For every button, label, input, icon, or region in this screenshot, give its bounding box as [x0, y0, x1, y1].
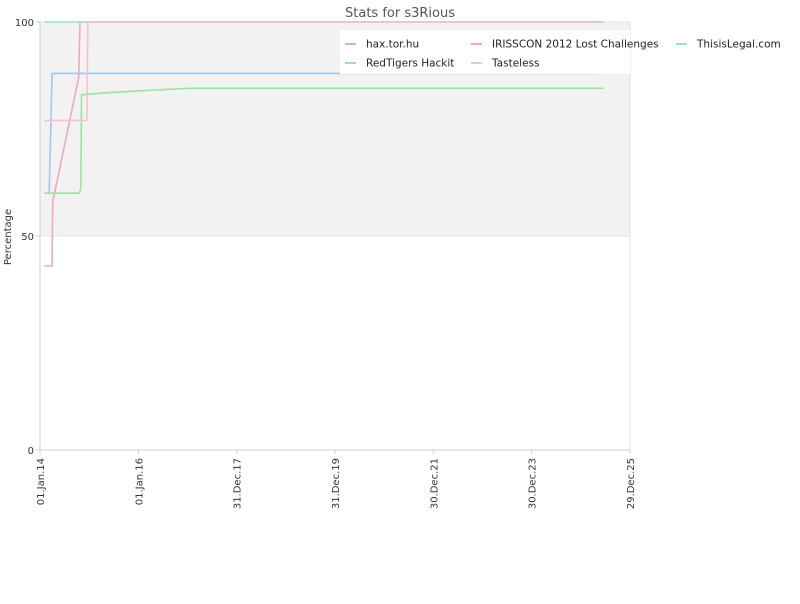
legend-label-hax-tor-hu: hax.tor.hu	[366, 39, 419, 51]
series-line-redtigers-hackit	[44, 87, 604, 194]
x-tick-label: 29.Dec.25	[626, 458, 637, 509]
x-tick-label: 30.Dec.21	[429, 458, 440, 509]
x-tick-label: 01.Jan.16	[134, 458, 145, 505]
legend-label-irisscon-2012-lost-challenges: IRISSCON 2012 Lost Challenges	[492, 39, 659, 51]
chart-title: Stats for s3Rious	[345, 6, 455, 21]
y-tick-label: 50	[21, 232, 34, 243]
legend-label-tasteless: Tasteless	[491, 58, 539, 70]
x-tick-label: 31.Dec.17	[233, 458, 244, 509]
y-tick-label: 100	[15, 18, 34, 29]
x-tick-label: 30.Dec.23	[528, 458, 539, 509]
x-tick-label: 31.Dec.19	[331, 458, 342, 509]
y-tick-label: 0	[28, 446, 34, 457]
legend-box	[340, 30, 630, 74]
legend-label-thisislegal-com: ThisisLegal.com	[696, 39, 781, 51]
y-axis-label: Percentage	[3, 209, 14, 265]
series-line-tasteless	[44, 21, 604, 122]
x-tick-label: 01.Jan.14	[36, 458, 47, 505]
legend-label-redtigers-hackit: RedTigers Hackit	[366, 58, 454, 70]
